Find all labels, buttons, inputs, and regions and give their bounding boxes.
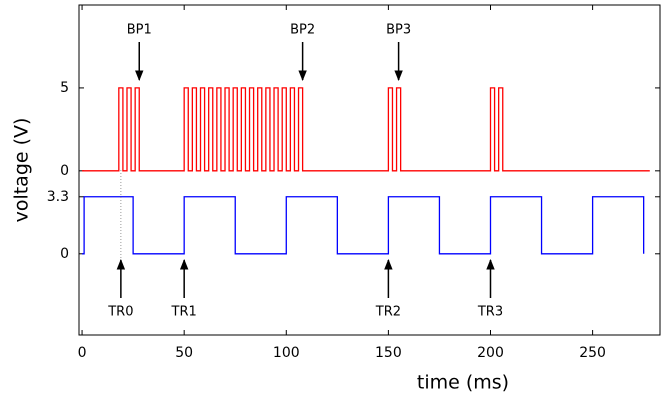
plot-frame [78,4,661,336]
x-tick-label: 100 [273,345,300,361]
y-tick-label: 0 [60,163,69,179]
y-tick-label: 3.3 [47,189,69,205]
x-tick-label: 250 [579,345,606,361]
annotation: TR2 [375,305,401,320]
x-tick-label: 200 [477,345,504,361]
x-tick-label: 0 [78,345,87,361]
annotation: BP3 [386,23,411,38]
y-tick-label: 5 [60,80,69,96]
signal-line [82,87,650,172]
x-tick-label: 50 [175,345,193,361]
signal-line [82,196,645,255]
annotation: BP1 [127,23,152,38]
annotation: TR3 [477,305,503,320]
annotation: BP2 [290,23,315,38]
annotation: TR1 [171,305,197,320]
x-axis-label: time (ms) [417,372,509,394]
annotation: TR0 [107,305,133,320]
y-tick-label: 0 [60,246,69,262]
x-tick-label: 150 [375,345,402,361]
y-axis-label: voltage (V) [11,118,33,223]
